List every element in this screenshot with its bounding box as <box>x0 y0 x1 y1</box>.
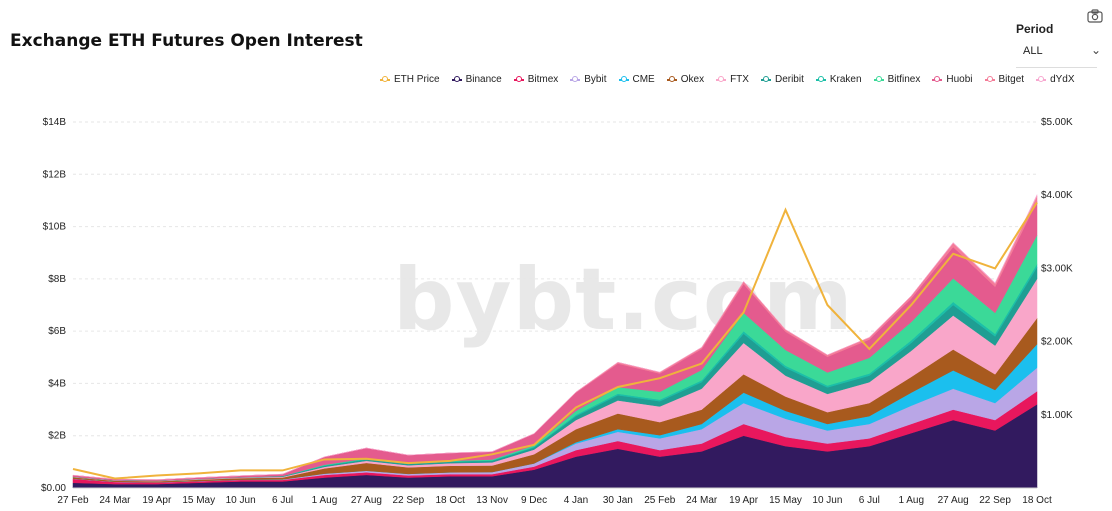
legend-item-okex[interactable]: Okex <box>666 74 705 85</box>
legend-item-eth-price[interactable]: ETH Price <box>380 74 440 85</box>
x-tick-label: 25 Feb <box>644 495 676 506</box>
legend-swatch <box>570 75 581 82</box>
x-tick-label: 6 Jul <box>272 495 293 506</box>
legend-item-ftx[interactable]: FTX <box>716 74 749 85</box>
y-left-tick-label: $14B <box>43 117 67 128</box>
legend-swatch <box>618 75 629 82</box>
legend-item-cme[interactable]: CME <box>618 74 655 85</box>
legend-item-bybit[interactable]: Bybit <box>570 74 607 85</box>
y-right-tick-label: $1.00K <box>1041 410 1073 421</box>
x-tick-label: 27 Aug <box>351 495 382 506</box>
camera-icon[interactable] <box>1087 9 1103 23</box>
legend-label: CME <box>632 74 655 85</box>
legend-label: Huobi <box>946 74 973 85</box>
legend-label: ETH Price <box>394 74 440 85</box>
legend-swatch <box>666 75 677 82</box>
legend-label: Bitfinex <box>887 74 921 85</box>
x-tick-label: 27 Aug <box>938 495 969 506</box>
legend-swatch <box>760 75 771 82</box>
x-tick-label: 22 Sep <box>392 495 424 506</box>
x-tick-label: 9 Dec <box>521 495 547 506</box>
x-tick-label: 18 Oct <box>1022 495 1052 506</box>
period-control: Period ALL ⌄ <box>1016 22 1104 68</box>
legend-item-deribit[interactable]: Deribit <box>760 74 804 85</box>
legend-label: Bitmex <box>527 74 559 85</box>
legend-item-bitmex[interactable]: Bitmex <box>513 74 559 85</box>
legend-swatch <box>932 75 943 82</box>
legend-label: Kraken <box>829 74 862 85</box>
x-tick-label: 4 Jan <box>564 495 588 506</box>
x-tick-label: 24 Mar <box>686 495 718 506</box>
legend-label: Bybit <box>584 74 607 85</box>
x-tick-label: 15 May <box>769 495 802 506</box>
x-tick-label: 22 Sep <box>979 495 1011 506</box>
x-tick-label: 6 Jul <box>859 495 880 506</box>
y-left-tick-label: $8B <box>48 274 66 285</box>
y-left-tick-label: $10B <box>43 222 67 233</box>
area-series-dydx <box>72 194 1038 480</box>
y-right-tick-label: $5.00K <box>1041 117 1073 128</box>
x-tick-label: 19 Apr <box>729 495 759 506</box>
chevron-down-icon: ⌄ <box>1090 43 1101 57</box>
legend-label: Binance <box>465 74 502 85</box>
eth-price-line <box>72 201 1038 480</box>
x-tick-label: 18 Oct <box>435 495 465 506</box>
legend-swatch <box>815 75 826 82</box>
legend-swatch <box>984 75 995 82</box>
legend-item-kraken[interactable]: Kraken <box>815 74 862 85</box>
y-right-tick-label: $2.00K <box>1041 337 1073 348</box>
y-left-tick-label: $6B <box>48 326 66 337</box>
legend-swatch <box>380 75 390 82</box>
legend-item-dydx[interactable]: dYdX <box>1036 74 1075 85</box>
y-left-tick-label: $0.00 <box>41 483 66 494</box>
x-tick-label: 30 Jan <box>603 495 633 506</box>
legend-swatch <box>716 75 727 82</box>
legend-item-binance[interactable]: Binance <box>451 74 502 85</box>
legend-swatch <box>873 75 884 82</box>
legend-swatch <box>451 75 462 82</box>
x-tick-label: 13 Nov <box>476 495 508 506</box>
x-tick-label: 1 Aug <box>312 495 338 506</box>
x-tick-label: 15 May <box>182 495 215 506</box>
x-tick-label: 10 Jun <box>812 495 842 506</box>
legend-item-huobi[interactable]: Huobi <box>932 74 973 85</box>
period-select[interactable]: ALL ⌄ <box>1016 41 1101 68</box>
x-tick-label: 10 Jun <box>226 495 256 506</box>
legend-label: Okex <box>680 74 705 85</box>
legend-label: dYdX <box>1050 74 1075 85</box>
y-left-tick-label: $12B <box>43 169 67 180</box>
page-title: Exchange ETH Futures Open Interest <box>10 31 363 51</box>
legend-label: FTX <box>730 74 749 85</box>
x-tick-label: 1 Aug <box>898 495 924 506</box>
y-right-tick-label: $4.00K <box>1041 190 1073 201</box>
x-tick-label: 19 Apr <box>142 495 172 506</box>
legend-item-bitfinex[interactable]: Bitfinex <box>873 74 921 85</box>
period-value: ALL <box>1023 45 1043 57</box>
legend-swatch <box>1036 75 1047 82</box>
chart-legend: ETH Price Binance Bitmex Bybit CME Okex FTX Der… <box>380 74 1075 85</box>
x-tick-label: 27 Feb <box>57 495 89 506</box>
legend-item-bitget[interactable]: Bitget <box>984 74 1025 85</box>
legend-swatch <box>513 75 524 82</box>
y-right-tick-label: $3.00K <box>1041 263 1073 274</box>
period-label: Period <box>1016 22 1054 36</box>
legend-label: Deribit <box>774 74 804 85</box>
legend-label: Bitget <box>998 74 1025 85</box>
x-tick-label: 24 Mar <box>99 495 131 506</box>
y-left-tick-label: $2B <box>48 431 66 442</box>
y-left-tick-label: $4B <box>48 378 66 389</box>
